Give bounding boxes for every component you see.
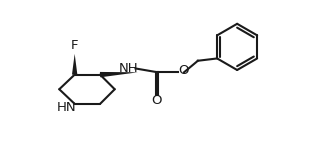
Text: O: O — [178, 64, 189, 77]
Polygon shape — [72, 54, 77, 75]
Text: HN: HN — [57, 101, 77, 114]
Text: O: O — [151, 93, 162, 107]
Text: F: F — [71, 39, 78, 52]
Text: NH: NH — [119, 62, 138, 75]
Polygon shape — [100, 72, 138, 77]
